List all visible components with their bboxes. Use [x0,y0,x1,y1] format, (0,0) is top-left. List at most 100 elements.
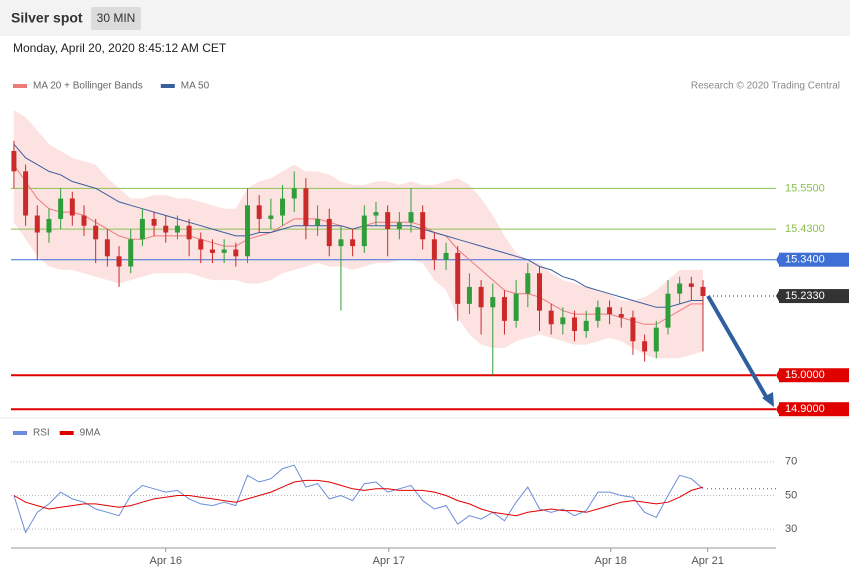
level-box [779,402,849,417]
candle-body [478,286,484,308]
legend-swatch [160,84,175,88]
candle-body [350,239,356,247]
level-box-tip [776,252,780,267]
candle-body [303,188,309,226]
candle-body [677,283,683,294]
timeframe-badge [91,7,141,30]
level-label: 15.5500 [785,182,825,194]
candle-body [361,215,367,247]
candle-body [490,297,496,308]
level-label: 15.0000 [785,369,825,381]
candle-body [198,239,204,250]
level-label: 14.9000 [785,403,825,415]
candle-body [396,222,402,230]
candle-body [688,283,694,287]
level-box [779,252,849,267]
candle-body [548,310,554,325]
timestamp: Monday, April 20, 2020 8:45:12 AM CET [13,41,227,55]
candle-body [630,317,636,342]
candle-body [466,286,472,304]
series-line [13,479,704,517]
y-tick-label: 50 [785,489,797,501]
level-box-tip [776,368,780,383]
candle-body [315,218,321,226]
candle-body [186,225,192,240]
level-label: 15.3400 [785,254,825,266]
candle-body [583,320,589,332]
candle-body [116,256,122,267]
level-box-tip [776,402,780,417]
candle-body [408,212,414,223]
candle-body [93,225,99,240]
level-label: 15.2330 [785,290,825,302]
candle-body [572,317,578,332]
forecast-arrow [706,295,770,401]
legend-label: MA 20 + Bollinger Bands [33,81,143,92]
candle-body [128,239,134,267]
candle-body [139,218,145,240]
source: Research © 2020 Trading Central [691,81,840,92]
y-tick-label: 70 [785,456,797,468]
candle-body [525,273,531,294]
legend-swatch [13,431,27,435]
candle-body [291,188,297,199]
candle-body [209,249,215,253]
candle-body [595,307,601,321]
x-tick-label: Apr 18 [595,555,627,567]
candle-body [233,249,239,257]
legend-swatch [59,431,74,435]
candle-body [338,239,344,247]
series-line [13,464,704,534]
level-box [779,289,849,304]
candle-body [163,225,169,233]
candle-body [607,307,613,315]
candle-body [560,317,566,325]
candle-body [700,286,706,297]
ma-line [13,143,703,308]
candle-body [443,252,449,260]
candle-body [81,215,87,226]
level-label: 15.4300 [785,223,825,235]
candle-body [34,215,40,233]
legend-swatch [13,84,27,88]
candle-body [642,341,648,352]
candle-body [174,225,180,233]
candle-body [665,293,671,328]
y-tick-label: 30 [785,523,797,535]
candle-body [326,218,332,247]
candle-body [256,205,262,219]
forecast-arrowhead [762,392,774,407]
candle-body [245,205,251,257]
candle-body [536,273,542,311]
candle-body [618,314,624,318]
candle-body [151,218,157,226]
candle-body [385,212,391,230]
candle-body [513,293,519,321]
candle-body [69,198,75,216]
legend-label: 9MA [80,428,101,439]
header-bar [0,0,850,36]
candle-body [221,249,227,253]
bollinger-band [13,110,703,359]
candle-body [23,171,29,216]
candle-body [280,198,286,216]
candle-body [501,297,507,321]
timeframe: 30 MIN [97,11,136,25]
level-box-tip [776,289,780,304]
x-tick-label: Apr 16 [150,555,182,567]
candle-body [653,327,659,352]
candle-body [46,218,52,233]
candle-body [58,198,64,219]
candle-body [104,239,110,257]
candle-body [455,252,461,304]
x-tick-label: Apr 21 [691,555,723,567]
legend-label: MA 50 [181,81,210,92]
x-tick-label: Apr 17 [373,555,405,567]
candle-body [420,212,426,240]
legend-label: RSI [33,428,50,439]
candle-body [11,150,17,172]
candle-body [373,212,379,216]
level-box [779,368,849,383]
